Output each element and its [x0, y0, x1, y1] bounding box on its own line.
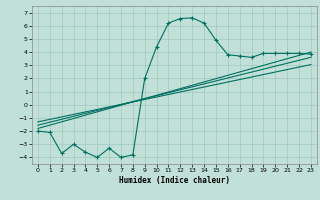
X-axis label: Humidex (Indice chaleur): Humidex (Indice chaleur): [119, 176, 230, 185]
